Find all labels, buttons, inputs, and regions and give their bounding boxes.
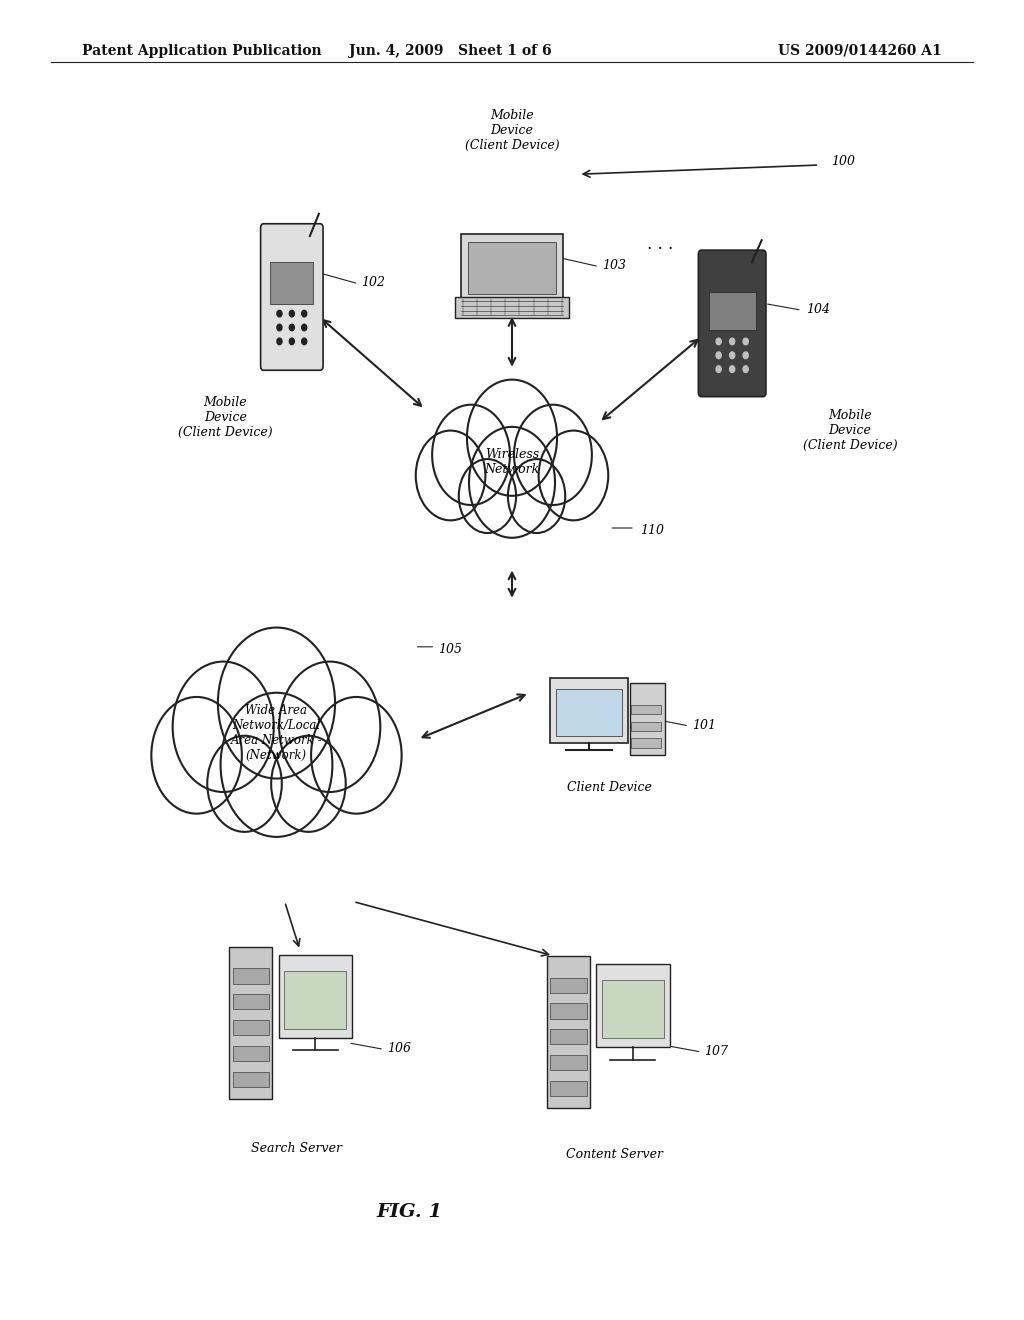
Circle shape	[508, 459, 565, 533]
FancyBboxPatch shape	[232, 1020, 269, 1035]
Text: 106: 106	[387, 1041, 411, 1055]
Circle shape	[152, 697, 242, 813]
Circle shape	[290, 338, 294, 345]
Circle shape	[459, 459, 516, 533]
FancyBboxPatch shape	[596, 964, 670, 1048]
FancyBboxPatch shape	[602, 979, 664, 1039]
FancyBboxPatch shape	[550, 677, 628, 743]
Circle shape	[302, 325, 307, 331]
FancyBboxPatch shape	[279, 954, 352, 1038]
FancyBboxPatch shape	[709, 292, 756, 330]
Circle shape	[514, 405, 592, 506]
Text: FIG. 1: FIG. 1	[377, 1203, 442, 1221]
FancyBboxPatch shape	[550, 1003, 587, 1019]
Text: Patent Application Publication: Patent Application Publication	[82, 44, 322, 58]
FancyBboxPatch shape	[232, 1045, 269, 1061]
FancyBboxPatch shape	[232, 969, 269, 983]
Text: Client Device: Client Device	[567, 781, 651, 795]
Circle shape	[729, 366, 735, 372]
FancyBboxPatch shape	[550, 1055, 587, 1071]
Text: 107: 107	[705, 1044, 728, 1057]
FancyBboxPatch shape	[232, 1072, 269, 1086]
FancyBboxPatch shape	[556, 689, 622, 735]
FancyBboxPatch shape	[550, 978, 587, 993]
Circle shape	[276, 310, 282, 317]
FancyBboxPatch shape	[630, 684, 665, 755]
FancyBboxPatch shape	[260, 223, 323, 370]
Circle shape	[276, 338, 282, 345]
FancyBboxPatch shape	[461, 235, 563, 298]
Text: US 2009/0144260 A1: US 2009/0144260 A1	[778, 44, 942, 58]
FancyBboxPatch shape	[285, 970, 346, 1030]
Circle shape	[207, 735, 282, 832]
FancyBboxPatch shape	[631, 738, 660, 747]
Circle shape	[432, 405, 510, 506]
Text: 100: 100	[831, 154, 855, 168]
FancyBboxPatch shape	[468, 243, 556, 294]
Circle shape	[539, 430, 608, 520]
Circle shape	[743, 338, 749, 345]
Circle shape	[467, 380, 557, 496]
Circle shape	[743, 352, 749, 359]
FancyBboxPatch shape	[455, 297, 569, 318]
Circle shape	[729, 338, 735, 345]
Text: 110: 110	[640, 524, 664, 537]
Circle shape	[271, 735, 346, 832]
Circle shape	[716, 352, 721, 359]
Circle shape	[716, 338, 721, 345]
Text: . . .: . . .	[647, 236, 674, 252]
Circle shape	[220, 693, 333, 837]
Circle shape	[280, 661, 380, 792]
FancyBboxPatch shape	[631, 722, 660, 731]
Text: 103: 103	[602, 259, 626, 272]
Circle shape	[290, 325, 294, 331]
Circle shape	[416, 430, 485, 520]
Text: Search Server: Search Server	[252, 1142, 342, 1155]
Circle shape	[469, 426, 555, 537]
Circle shape	[218, 627, 335, 779]
Text: 105: 105	[438, 643, 462, 656]
Circle shape	[173, 661, 273, 792]
Circle shape	[276, 325, 282, 331]
Circle shape	[743, 366, 749, 372]
Text: Content Server: Content Server	[566, 1148, 663, 1162]
Text: 102: 102	[361, 276, 385, 289]
Text: Mobile
Device
(Client Device): Mobile Device (Client Device)	[178, 396, 272, 440]
FancyBboxPatch shape	[698, 251, 766, 396]
FancyBboxPatch shape	[550, 1081, 587, 1096]
Text: 104: 104	[806, 302, 829, 315]
Text: Mobile
Device
(Client Device): Mobile Device (Client Device)	[465, 108, 559, 152]
Text: 101: 101	[692, 718, 716, 731]
Circle shape	[290, 310, 294, 317]
Text: Wide Area
Network/Local
Area Network -
(Network): Wide Area Network/Local Area Network - (…	[230, 704, 323, 762]
Circle shape	[729, 352, 735, 359]
Circle shape	[716, 366, 721, 372]
Text: Jun. 4, 2009   Sheet 1 of 6: Jun. 4, 2009 Sheet 1 of 6	[349, 44, 552, 58]
FancyBboxPatch shape	[232, 994, 269, 1010]
FancyBboxPatch shape	[631, 705, 660, 714]
Circle shape	[302, 310, 307, 317]
FancyBboxPatch shape	[270, 263, 313, 304]
FancyBboxPatch shape	[547, 956, 590, 1109]
FancyBboxPatch shape	[229, 948, 272, 1098]
FancyBboxPatch shape	[550, 1030, 587, 1044]
Circle shape	[311, 697, 401, 813]
Text: Mobile
Device
(Client Device): Mobile Device (Client Device)	[803, 409, 897, 453]
Circle shape	[302, 338, 307, 345]
Text: Wireless
Network: Wireless Network	[484, 447, 540, 477]
